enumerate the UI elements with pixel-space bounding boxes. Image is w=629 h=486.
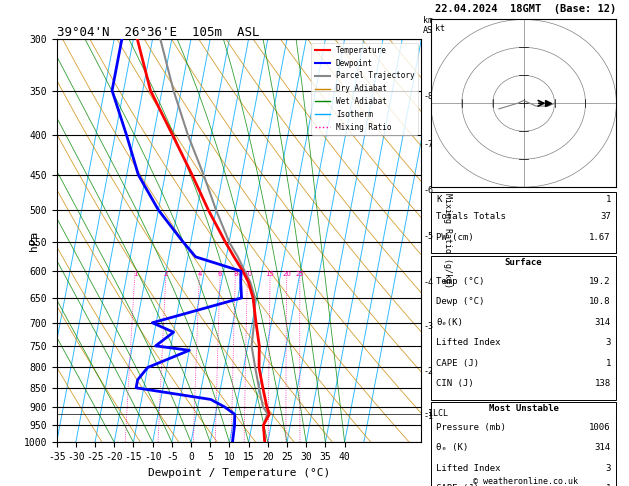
Text: 39°04'N  26°36'E  105m  ASL: 39°04'N 26°36'E 105m ASL: [57, 26, 259, 39]
Text: 20: 20: [282, 271, 291, 277]
Text: θₑ (K): θₑ (K): [437, 443, 469, 452]
Text: Lifted Index: Lifted Index: [437, 464, 501, 473]
Text: CAPE (J): CAPE (J): [437, 359, 479, 367]
Legend: Temperature, Dewpoint, Parcel Trajectory, Dry Adiabat, Wet Adiabat, Isotherm, Mi: Temperature, Dewpoint, Parcel Trajectory…: [311, 43, 418, 135]
Text: 138: 138: [595, 379, 611, 388]
Text: -7: -7: [423, 140, 433, 149]
Text: 314: 314: [595, 443, 611, 452]
Text: kt: kt: [435, 24, 445, 34]
Text: 19.2: 19.2: [589, 277, 611, 286]
Text: 8: 8: [233, 271, 238, 277]
Text: -6: -6: [423, 186, 433, 195]
Text: -3: -3: [423, 322, 433, 330]
Text: 15: 15: [265, 271, 275, 277]
Text: Lifted Index: Lifted Index: [437, 338, 501, 347]
Text: hPa: hPa: [30, 230, 39, 251]
Text: 3: 3: [606, 464, 611, 473]
Text: -4: -4: [423, 278, 433, 287]
Text: 1: 1: [133, 271, 137, 277]
Text: 314: 314: [595, 318, 611, 327]
Text: -1LCL: -1LCL: [423, 409, 448, 418]
Text: 1: 1: [606, 359, 611, 367]
Text: 3: 3: [606, 338, 611, 347]
Text: -5: -5: [423, 232, 433, 241]
Text: 4: 4: [198, 271, 202, 277]
Text: 22.04.2024  18GMT  (Base: 12): 22.04.2024 18GMT (Base: 12): [435, 4, 616, 14]
Text: PW (cm): PW (cm): [437, 233, 474, 242]
Bar: [431, 402, 616, 486]
Text: 2: 2: [164, 271, 169, 277]
Text: 10.8: 10.8: [589, 297, 611, 306]
Text: 6: 6: [218, 271, 223, 277]
Text: 1: 1: [606, 195, 611, 204]
Text: Most Unstable: Most Unstable: [489, 404, 559, 413]
Text: CAPE (J): CAPE (J): [437, 484, 479, 486]
Text: © weatheronline.co.uk: © weatheronline.co.uk: [473, 477, 577, 486]
Text: Temp (°C): Temp (°C): [437, 277, 485, 286]
Text: Mixing Ratio (g/kg): Mixing Ratio (g/kg): [443, 193, 452, 288]
Bar: [431, 192, 616, 253]
Text: -2: -2: [423, 367, 433, 376]
Text: -8: -8: [423, 92, 433, 101]
Text: Dewp (°C): Dewp (°C): [437, 297, 485, 306]
Text: 10: 10: [243, 271, 252, 277]
Text: θₑ(K): θₑ(K): [437, 318, 464, 327]
X-axis label: Dewpoint / Temperature (°C): Dewpoint / Temperature (°C): [148, 468, 330, 478]
Text: 1: 1: [606, 484, 611, 486]
Text: 25: 25: [296, 271, 304, 277]
Text: 37: 37: [600, 212, 611, 222]
Text: 1006: 1006: [589, 423, 611, 432]
Text: Surface: Surface: [505, 258, 542, 267]
Text: -1: -1: [423, 412, 433, 421]
Text: CIN (J): CIN (J): [437, 379, 474, 388]
Text: K: K: [437, 195, 442, 204]
Bar: [431, 256, 616, 399]
Text: 1.67: 1.67: [589, 233, 611, 242]
Text: km
ASL: km ASL: [423, 16, 438, 35]
Text: Totals Totals: Totals Totals: [437, 212, 506, 222]
Text: Pressure (mb): Pressure (mb): [437, 423, 506, 432]
